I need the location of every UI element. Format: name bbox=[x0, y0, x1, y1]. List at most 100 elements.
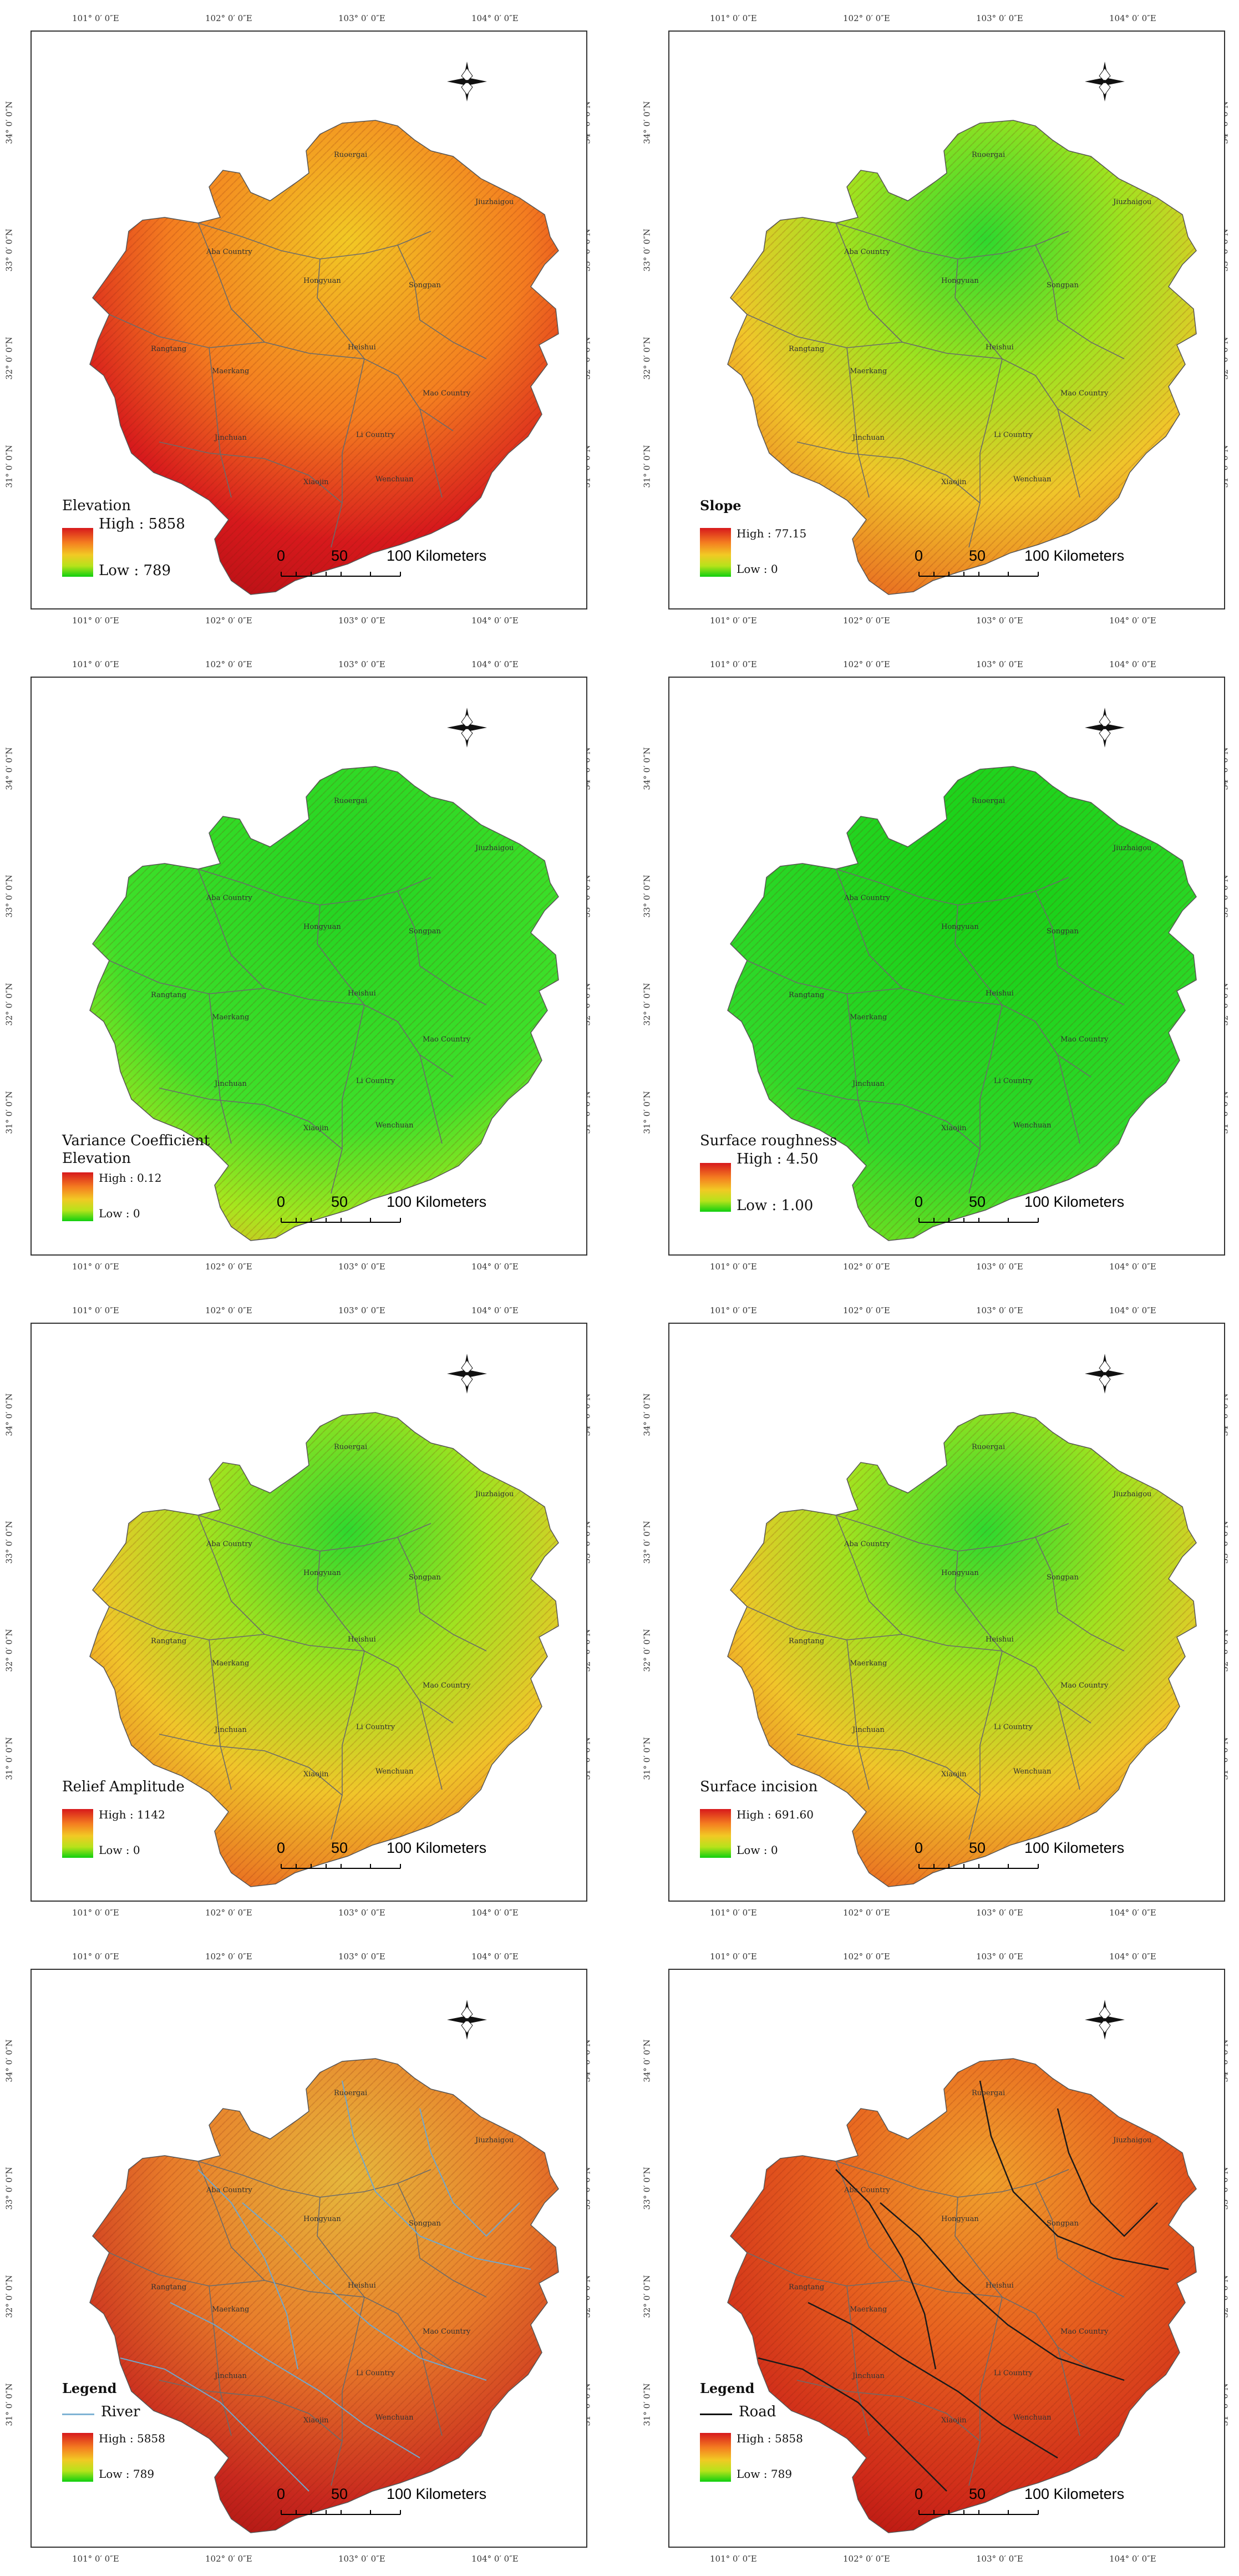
county-boundary bbox=[197, 222, 265, 343]
place-label: Wenchuan bbox=[1013, 1767, 1052, 1776]
place-label: Xiaojin bbox=[941, 478, 967, 486]
north-arrow-icon bbox=[1083, 1351, 1127, 1396]
map-panel-roughness: 101° 0′ 0″E 101° 0′ 0″E 102° 0′ 0″E 102° 0′… bbox=[638, 646, 1230, 1284]
longitude-label: 102° 0′ 0″E bbox=[843, 1908, 890, 1918]
legend-title: Surface incision bbox=[700, 1779, 818, 1795]
river-line bbox=[120, 2357, 309, 2492]
longitude-label: 103° 0′ 0″E bbox=[976, 1305, 1023, 1315]
scale-bar: 0 50 100 Kilometers bbox=[913, 547, 1124, 586]
terrain-texture bbox=[728, 1413, 1196, 1887]
longitude-label: 103° 0′ 0″E bbox=[976, 13, 1023, 23]
terrain-texture bbox=[728, 120, 1196, 595]
place-label: Jinchuan bbox=[852, 1726, 885, 1734]
county-boundary bbox=[397, 2183, 487, 2298]
place-label: Maerkang bbox=[212, 1659, 250, 1668]
scale-bar: 0 50 100 Kilometers bbox=[276, 1193, 486, 1232]
scale-bar: 0 50 100 Kilometers bbox=[913, 1193, 1124, 1232]
legend-title: Legend bbox=[700, 2380, 755, 2396]
place-label: Rangtang bbox=[151, 2283, 187, 2292]
legend-title: Elevation bbox=[62, 497, 131, 514]
county-boundary bbox=[331, 2296, 365, 2486]
place-label: Jinchuan bbox=[852, 434, 885, 442]
longitude-label: 102° 0′ 0″E bbox=[205, 616, 252, 626]
longitude-label: 103° 0′ 0″E bbox=[338, 659, 385, 669]
latitude-label: 32° 0′ 0″N bbox=[642, 1629, 652, 1672]
longitude-label: 103° 0′ 0″E bbox=[338, 13, 385, 23]
longitude-label: 103° 0′ 0″E bbox=[976, 2554, 1023, 2564]
latitude-label: 32° 0′ 0″N bbox=[642, 2275, 652, 2318]
legend-high-value: High : 1142 bbox=[99, 1808, 165, 1821]
place-label: Wenchuan bbox=[375, 1767, 414, 1776]
county-boundary bbox=[846, 347, 870, 498]
place-label: Hongyuan bbox=[941, 277, 979, 285]
longitude-label: 104° 0′ 0″E bbox=[471, 2554, 519, 2564]
scale-label: 0 bbox=[277, 1840, 286, 1856]
place-label: Ruoergai bbox=[334, 2089, 368, 2097]
county-boundary bbox=[1035, 891, 1125, 1005]
color-ramp bbox=[62, 2433, 93, 2482]
county-boundary bbox=[968, 358, 1003, 548]
place-label: Jiuzhaigou bbox=[1113, 198, 1152, 206]
county-boundary bbox=[747, 2252, 903, 2287]
place-label: Jinchuan bbox=[215, 1726, 247, 1734]
legend-low-value: Low : 0 bbox=[99, 1843, 140, 1857]
place-label: Aba Country bbox=[844, 894, 890, 902]
county-boundary bbox=[835, 2161, 903, 2281]
longitude-label: 103° 0′ 0″E bbox=[976, 616, 1023, 626]
place-label: Mao Country bbox=[423, 2328, 471, 2336]
scale-label: 100 Kilometers bbox=[1024, 1840, 1125, 1856]
place-label: Aba Country bbox=[206, 894, 252, 902]
map-panel-river: 101° 0′ 0″E 101° 0′ 0″E 102° 0′ 0″E 102° 0′… bbox=[0, 1938, 592, 2576]
legend-low-value: Low : 789 bbox=[99, 562, 171, 579]
longitude-label: 104° 0′ 0″E bbox=[1109, 1305, 1156, 1315]
county-boundary bbox=[264, 2280, 454, 2370]
place-label: Aba Country bbox=[844, 248, 890, 256]
longitude-label: 101° 0′ 0″E bbox=[710, 1305, 757, 1315]
legend-title: Surface roughness bbox=[700, 1132, 837, 1149]
study-area-map bbox=[727, 2058, 1197, 2533]
place-label: Heishui bbox=[986, 1635, 1014, 1644]
latitude-label: 32° 0′ 0″N bbox=[4, 337, 14, 380]
place-label: Xiaojin bbox=[941, 2416, 967, 2425]
latitude-label: 34° 0′ 0″N bbox=[642, 1393, 652, 1436]
longitude-label: 104° 0′ 0″E bbox=[471, 616, 519, 626]
longitude-label: 103° 0′ 0″E bbox=[338, 616, 385, 626]
latitude-label: 33° 0′ 0″N bbox=[4, 1521, 14, 1564]
longitude-label: 102° 0′ 0″E bbox=[843, 2554, 890, 2564]
latitude-label: 31° 0′ 0″N bbox=[4, 2383, 14, 2426]
place-label: Xiaojin bbox=[941, 1770, 967, 1779]
place-label: Hongyuan bbox=[303, 923, 341, 931]
county-boundary bbox=[197, 1515, 265, 1635]
legend-title: Variance Coefficient bbox=[62, 1132, 210, 1149]
scale-label: 0 bbox=[915, 1840, 923, 1856]
color-ramp bbox=[62, 1172, 93, 1221]
river-line-symbol bbox=[62, 2414, 94, 2415]
scale-label: 0 bbox=[277, 2486, 286, 2502]
county-boundary bbox=[846, 2285, 870, 2436]
longitude-label: 104° 0′ 0″E bbox=[471, 1952, 519, 1962]
county-boundary bbox=[954, 2197, 1003, 2298]
place-label: Heishui bbox=[986, 2282, 1014, 2290]
scale-label: 50 bbox=[969, 547, 986, 564]
legend-title: Legend bbox=[62, 2380, 117, 2396]
legend-title: Relief Amplitude bbox=[62, 1779, 185, 1795]
place-label: Mao Country bbox=[1060, 1681, 1109, 1690]
color-ramp bbox=[62, 528, 93, 577]
county-boundary bbox=[796, 1088, 981, 1150]
terrain-texture bbox=[728, 766, 1196, 1241]
map-panel-relief: 101° 0′ 0″E 101° 0′ 0″E 102° 0′ 0″E 102° 0′… bbox=[0, 1292, 592, 1930]
latitude-label: 33° 0′ 0″N bbox=[642, 228, 652, 272]
north-arrow-icon bbox=[445, 705, 489, 750]
county-boundary bbox=[419, 1700, 443, 1790]
county-boundary bbox=[159, 1734, 343, 1796]
place-label: Aba Country bbox=[206, 1540, 252, 1548]
place-label: Heishui bbox=[348, 343, 376, 352]
latitude-label: 31° 0′ 0″N bbox=[4, 445, 14, 488]
place-label: Jinchuan bbox=[215, 2372, 247, 2380]
place-label: Wenchuan bbox=[375, 475, 414, 484]
county-boundary bbox=[835, 222, 903, 343]
county-boundary bbox=[109, 314, 265, 348]
latitude-label: 34° 0′ 0″N bbox=[642, 2039, 652, 2082]
place-label: Maerkang bbox=[850, 1659, 887, 1668]
place-label: Wenchuan bbox=[375, 2414, 414, 2422]
